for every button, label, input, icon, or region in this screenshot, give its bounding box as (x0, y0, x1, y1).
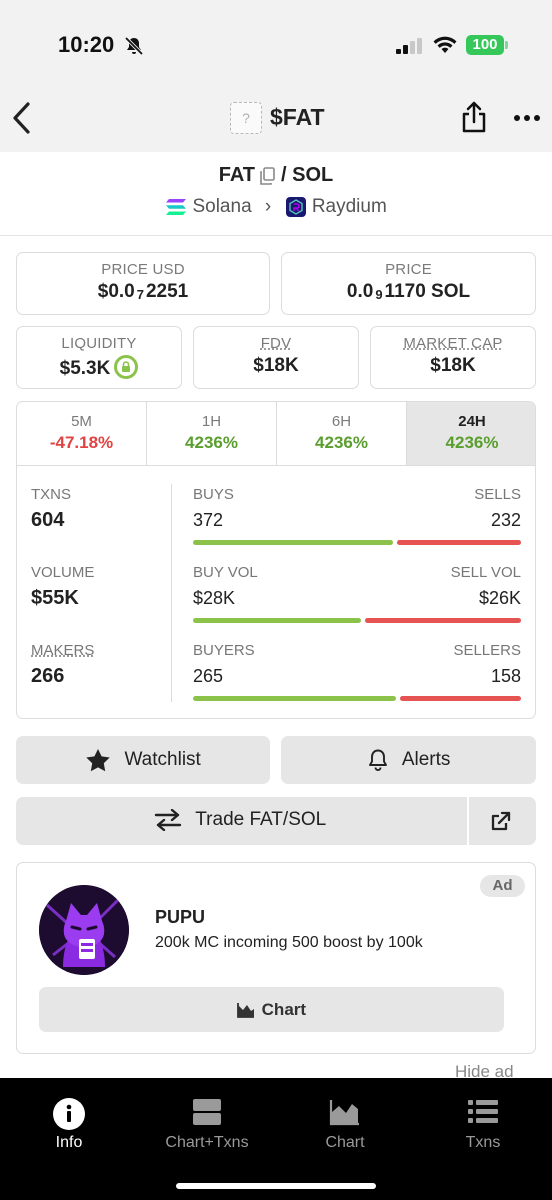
ad-badge: Ad (480, 875, 525, 897)
pair-separator: / (281, 164, 287, 186)
volume-stat: VOLUME $55K (31, 564, 95, 609)
dex-name[interactable]: Raydium (311, 196, 387, 217)
change-6h: 4236% (315, 433, 368, 452)
swap-arrows-icon (154, 808, 182, 832)
trade-button-divider (467, 797, 469, 845)
buyers-count: 265 (193, 666, 224, 686)
pair-quote: SOL (292, 164, 334, 186)
battery-indicator: 100 (466, 35, 504, 55)
back-arrow-icon[interactable] (10, 100, 34, 136)
lock-icon[interactable] (114, 355, 139, 379)
volume-split-row: BUY VOL SELL VOL $28K $26K (193, 564, 521, 623)
trade-button[interactable]: Trade FAT/SOL (16, 797, 536, 845)
makers-stat[interactable]: MAKERS 266 (31, 642, 95, 687)
chart-image-icon (237, 1002, 254, 1018)
market-cap-card[interactable]: MARKET CAP $18K (370, 326, 536, 389)
market-cap-value: $18K (430, 355, 476, 376)
nav-chart[interactable]: Chart (276, 1078, 414, 1168)
copy-icon[interactable] (259, 166, 275, 185)
list-icon (468, 1100, 498, 1123)
top-bar: 10:20 100 ? $FAT (0, 0, 552, 152)
pair-base: FAT (218, 164, 256, 186)
nav-chart-txns[interactable]: Chart+Txns (138, 1078, 276, 1168)
price-usd-value: $0.0 7 2251 (97, 281, 189, 302)
sell-vol-bar-fill (364, 618, 521, 623)
liquidity-value: $5.3K (59, 358, 111, 379)
solana-logo-icon (166, 199, 187, 215)
nav-info[interactable]: Info (0, 1078, 138, 1168)
liquidity-card: LIQUIDITY $5.3K (16, 326, 182, 389)
ad-card[interactable]: Ad PUPU 200k MC incoming 500 boost by 10… (16, 862, 536, 1054)
buyers-bar-fill (193, 696, 397, 701)
tab-5m[interactable]: 5M -47.18% (17, 402, 147, 465)
header-divider (0, 235, 552, 236)
fdv-label: FDV (260, 335, 292, 352)
tab-24h[interactable]: 24H 4236% (407, 402, 535, 465)
price-usd-card: PRICE USD $0.0 7 2251 (16, 252, 270, 315)
buyers-sellers-bar (193, 696, 521, 701)
sells-bar-fill (397, 540, 521, 545)
share-icon[interactable] (460, 100, 488, 134)
ad-avatar (39, 885, 129, 975)
watchlist-button[interactable]: Watchlist (16, 736, 270, 784)
status-bar: 10:20 100 (0, 0, 552, 90)
change-24h: 4236% (445, 433, 499, 452)
price-native-value: 0.0 9 1170 SOL (346, 281, 471, 302)
change-1h: 4236% (185, 433, 238, 452)
chart-icon (329, 1100, 359, 1126)
price-usd-label: PRICE USD (101, 261, 185, 278)
liquidity-label: LIQUIDITY (61, 335, 137, 352)
stats-panel: 5M -47.18% 1H 4236% 6H 4236% 24H 4236% T… (16, 401, 536, 719)
timeframe-tabs: 5M -47.18% 1H 4236% 6H 4236% 24H 4236% (17, 402, 535, 466)
buyers-sellers-row: BUYERS SELLERS 265 158 (193, 642, 521, 701)
ad-chart-button[interactable]: Chart (39, 987, 504, 1032)
wifi-icon (433, 36, 457, 53)
buy-vol-bar-fill (193, 618, 361, 623)
buys-sells-bar (193, 540, 521, 545)
sellers-count: 158 (490, 666, 521, 686)
chart-txns-icon (193, 1099, 221, 1125)
tab-6h[interactable]: 6H 4236% (277, 402, 407, 465)
change-5m: -47.18% (49, 433, 114, 452)
raydium-logo-icon (285, 197, 306, 217)
price-native-label: PRICE (385, 261, 432, 278)
status-time: 10:20 (58, 32, 115, 57)
buys-count: 372 (193, 510, 224, 530)
signal-icon (396, 38, 422, 54)
buys-sells-row: BUYS SELLS 372 232 (193, 486, 521, 545)
external-link-icon[interactable] (490, 810, 512, 832)
txns-stat: TXNS 604 (31, 486, 72, 531)
fdv-card[interactable]: FDV $18K (193, 326, 359, 389)
chevron-right-icon: › (264, 196, 272, 217)
star-icon (86, 749, 110, 772)
token-placeholder-icon: ? (230, 102, 262, 134)
buys-bar-fill (193, 540, 394, 545)
bottom-nav: Info Chart+Txns Chart Txns (0, 1078, 552, 1200)
ad-description: 200k MC incoming 500 boost by 100k (155, 934, 423, 951)
hide-ad-link[interactable]: Hide ad (455, 1062, 514, 1081)
volume-split-bar (193, 618, 521, 623)
sells-count: 232 (490, 510, 521, 530)
price-native-card: PRICE 0.0 9 1170 SOL (281, 252, 536, 315)
bell-icon (368, 749, 387, 771)
pair-title: FAT / SOL (0, 164, 552, 187)
ad-title: PUPU (155, 907, 206, 927)
nav-txns[interactable]: Txns (414, 1078, 552, 1168)
sellers-bar-fill (400, 696, 521, 701)
more-options-icon[interactable] (514, 115, 540, 121)
battery-tip (505, 41, 508, 49)
bell-muted-icon (124, 36, 144, 56)
tab-1h[interactable]: 1H 4236% (147, 402, 277, 465)
info-icon (53, 1098, 85, 1130)
fdv-value: $18K (253, 355, 299, 376)
alerts-button[interactable]: Alerts (281, 736, 536, 784)
buy-vol-value: $28K (193, 588, 236, 608)
home-indicator (176, 1183, 376, 1189)
sell-vol-value: $26K (478, 588, 521, 608)
chain-name[interactable]: Solana (192, 196, 252, 217)
chain-breadcrumb: Solana › Raydium (0, 196, 552, 218)
column-divider (171, 484, 172, 702)
page-title: $FAT (270, 104, 325, 130)
market-cap-label: MARKET CAP (403, 335, 503, 352)
